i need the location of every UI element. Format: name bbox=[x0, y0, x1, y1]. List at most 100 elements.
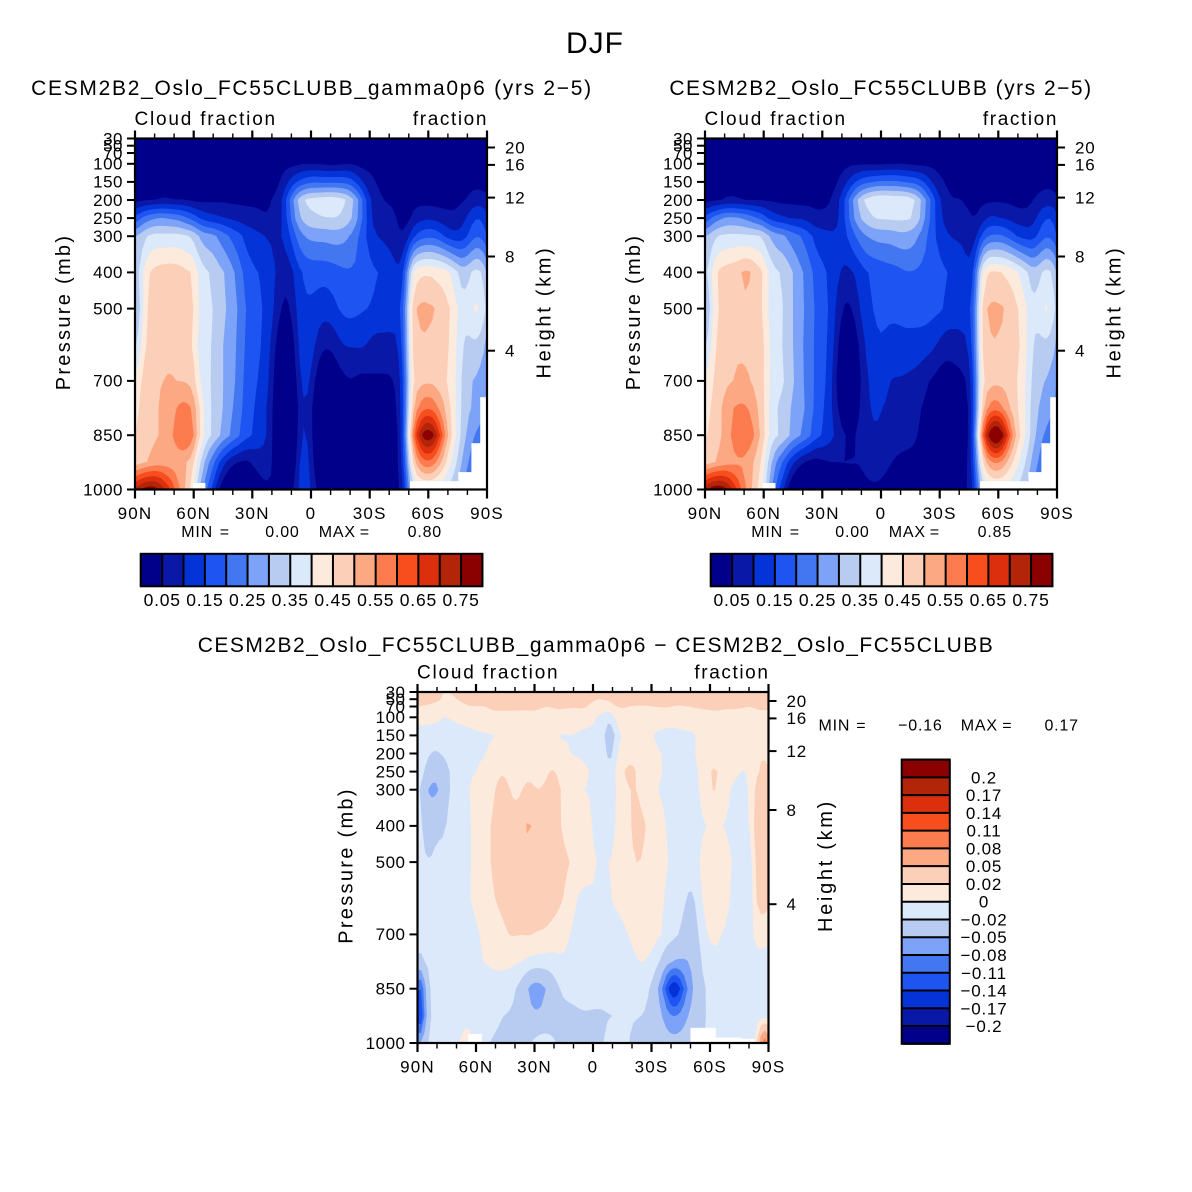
svg-text:=: = bbox=[856, 718, 866, 735]
svg-text:250: 250 bbox=[376, 762, 406, 781]
svg-text:=: = bbox=[360, 524, 370, 541]
svg-text:−0.2: −0.2 bbox=[966, 1017, 1003, 1036]
svg-text:70: 70 bbox=[103, 144, 123, 163]
svg-text:0.75: 0.75 bbox=[442, 590, 479, 610]
svg-text:1000: 1000 bbox=[653, 480, 693, 499]
svg-text:12: 12 bbox=[505, 188, 526, 207]
svg-text:30N: 30N bbox=[805, 504, 840, 523]
svg-text:500: 500 bbox=[376, 853, 406, 872]
svg-text:500: 500 bbox=[663, 299, 693, 318]
svg-text:4: 4 bbox=[1075, 342, 1085, 361]
svg-text:CESM2B2_Oslo_FC55CLUBB (yrs 2−: CESM2B2_Oslo_FC55CLUBB (yrs 2−5) bbox=[669, 77, 1092, 100]
svg-text:850: 850 bbox=[93, 426, 123, 445]
svg-text:50: 50 bbox=[386, 690, 406, 709]
svg-text:100: 100 bbox=[93, 155, 123, 174]
svg-text:200: 200 bbox=[663, 191, 693, 210]
svg-text:30: 30 bbox=[103, 129, 123, 148]
svg-text:0.15: 0.15 bbox=[186, 590, 223, 610]
svg-text:30: 30 bbox=[386, 683, 406, 702]
svg-text:850: 850 bbox=[663, 426, 693, 445]
svg-text:300: 300 bbox=[663, 227, 693, 246]
svg-text:90S: 90S bbox=[752, 1058, 786, 1077]
svg-text:0.2: 0.2 bbox=[971, 768, 997, 787]
svg-text:90S: 90S bbox=[470, 504, 504, 523]
svg-text:200: 200 bbox=[376, 744, 406, 763]
svg-text:400: 400 bbox=[93, 263, 123, 282]
svg-text:60N: 60N bbox=[176, 504, 211, 523]
svg-text:Pressure (mb): Pressure (mb) bbox=[623, 234, 645, 391]
svg-text:Height (km): Height (km) bbox=[1104, 245, 1126, 378]
svg-text:60N: 60N bbox=[746, 504, 781, 523]
svg-text:30: 30 bbox=[673, 129, 693, 148]
svg-text:0.65: 0.65 bbox=[970, 590, 1007, 610]
svg-text:700: 700 bbox=[93, 372, 123, 391]
svg-text:0: 0 bbox=[588, 1058, 599, 1077]
svg-text:fraction: fraction bbox=[983, 109, 1058, 130]
svg-text:0.05: 0.05 bbox=[144, 590, 181, 610]
svg-text:30S: 30S bbox=[923, 504, 957, 523]
svg-text:0.55: 0.55 bbox=[357, 590, 394, 610]
svg-text:100: 100 bbox=[376, 708, 406, 727]
svg-text:300: 300 bbox=[93, 227, 123, 246]
svg-text:Height (km): Height (km) bbox=[815, 799, 837, 932]
svg-text:0.35: 0.35 bbox=[842, 590, 879, 610]
svg-text:8: 8 bbox=[787, 801, 797, 820]
svg-text:50: 50 bbox=[673, 137, 693, 156]
svg-text:150: 150 bbox=[663, 173, 693, 192]
svg-text:0.05: 0.05 bbox=[713, 590, 750, 610]
svg-text:=: = bbox=[790, 524, 800, 541]
svg-text:400: 400 bbox=[663, 263, 693, 282]
svg-text:30S: 30S bbox=[353, 504, 387, 523]
svg-text:12: 12 bbox=[787, 742, 808, 761]
svg-text:60N: 60N bbox=[459, 1058, 494, 1077]
svg-text:30S: 30S bbox=[635, 1058, 669, 1077]
svg-text:500: 500 bbox=[93, 299, 123, 318]
svg-text:1000: 1000 bbox=[83, 480, 123, 499]
svg-text:0.08: 0.08 bbox=[966, 839, 1002, 858]
svg-text:700: 700 bbox=[376, 925, 406, 944]
svg-text:0.55: 0.55 bbox=[927, 590, 964, 610]
svg-text:DJF: DJF bbox=[566, 27, 624, 60]
svg-text:20: 20 bbox=[787, 692, 808, 711]
svg-text:−0.11: −0.11 bbox=[961, 964, 1007, 983]
svg-text:=: = bbox=[220, 524, 230, 541]
svg-text:12: 12 bbox=[1075, 188, 1096, 207]
svg-text:8: 8 bbox=[505, 247, 515, 266]
svg-text:MIN: MIN bbox=[819, 718, 851, 735]
svg-text:fraction: fraction bbox=[413, 109, 488, 130]
svg-text:30N: 30N bbox=[235, 504, 270, 523]
svg-text:4: 4 bbox=[505, 342, 515, 361]
svg-text:100: 100 bbox=[663, 155, 693, 174]
svg-text:400: 400 bbox=[376, 817, 406, 836]
svg-text:0.05: 0.05 bbox=[966, 857, 1002, 876]
svg-text:60S: 60S bbox=[693, 1058, 727, 1077]
svg-text:16: 16 bbox=[505, 156, 526, 175]
svg-text:0.75: 0.75 bbox=[1012, 590, 1049, 610]
svg-text:20: 20 bbox=[1075, 138, 1096, 157]
svg-text:90N: 90N bbox=[400, 1058, 435, 1077]
svg-text:−0.02: −0.02 bbox=[960, 911, 1007, 930]
svg-text:Cloud fraction: Cloud fraction bbox=[135, 109, 277, 130]
svg-text:0: 0 bbox=[306, 504, 317, 523]
svg-text:90S: 90S bbox=[1040, 504, 1074, 523]
svg-text:−0.16: −0.16 bbox=[898, 718, 942, 735]
svg-text:250: 250 bbox=[93, 209, 123, 228]
svg-text:70: 70 bbox=[386, 697, 406, 716]
svg-text:90N: 90N bbox=[118, 504, 153, 523]
svg-text:30N: 30N bbox=[517, 1058, 552, 1077]
svg-text:Pressure (mb): Pressure (mb) bbox=[53, 234, 75, 391]
svg-text:0.02: 0.02 bbox=[966, 875, 1002, 894]
svg-text:150: 150 bbox=[376, 726, 406, 745]
svg-text:0.85: 0.85 bbox=[978, 524, 1012, 541]
svg-text:Pressure (mb): Pressure (mb) bbox=[336, 787, 358, 944]
svg-text:0.17: 0.17 bbox=[1044, 718, 1078, 735]
svg-text:CESM2B2_Oslo_FC55CLUBB_gamma0p: CESM2B2_Oslo_FC55CLUBB_gamma0p6 − CESM2B… bbox=[198, 634, 995, 657]
svg-text:0.15: 0.15 bbox=[756, 590, 793, 610]
svg-text:4: 4 bbox=[787, 895, 797, 914]
svg-text:MAX: MAX bbox=[319, 524, 356, 541]
svg-text:−0.05: −0.05 bbox=[960, 928, 1007, 947]
svg-text:0.14: 0.14 bbox=[966, 804, 1002, 823]
svg-text:60S: 60S bbox=[981, 504, 1015, 523]
svg-text:=: = bbox=[1002, 718, 1012, 735]
svg-text:90N: 90N bbox=[688, 504, 723, 523]
